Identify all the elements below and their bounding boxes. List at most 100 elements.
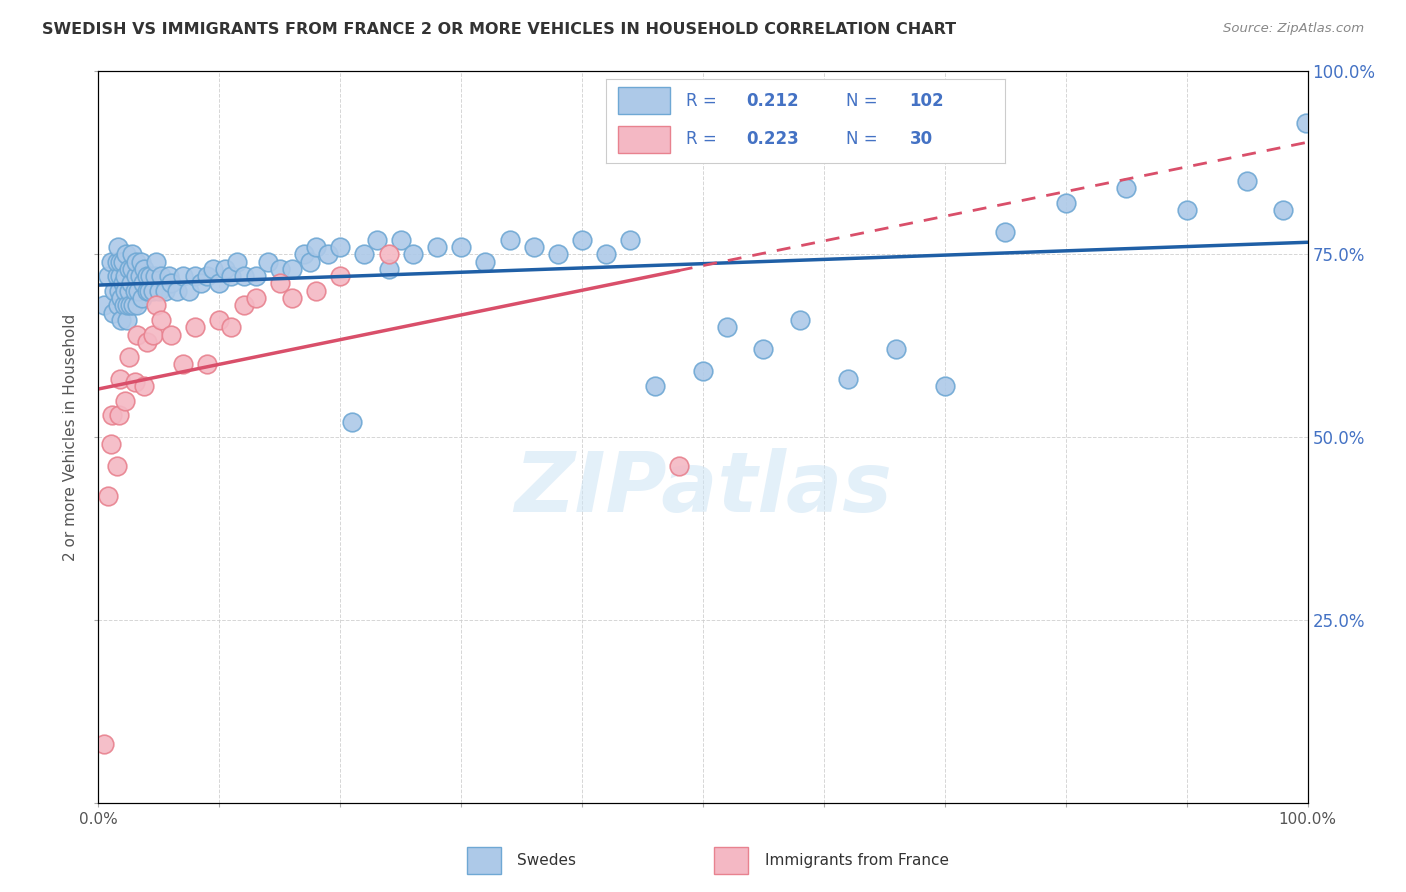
- Point: [135, 284, 157, 298]
- Point: [329, 269, 352, 284]
- Point: [118, 350, 141, 364]
- Point: [157, 269, 180, 284]
- Point: [135, 334, 157, 349]
- Point: [221, 269, 243, 284]
- Point: [103, 284, 125, 298]
- Text: Immigrants from France: Immigrants from France: [765, 854, 949, 868]
- Point: [619, 233, 641, 247]
- Point: [127, 284, 149, 298]
- Point: [232, 298, 254, 312]
- Point: [208, 313, 231, 327]
- Point: [105, 254, 128, 268]
- Text: ZIPatlas: ZIPatlas: [515, 448, 891, 529]
- Point: [108, 408, 131, 422]
- Point: [523, 240, 546, 254]
- Point: [184, 269, 207, 284]
- Point: [353, 247, 375, 261]
- Point: [245, 291, 267, 305]
- Point: [160, 277, 183, 291]
- Point: [1115, 181, 1137, 195]
- Point: [93, 737, 115, 751]
- Point: [342, 416, 364, 430]
- Point: [121, 247, 143, 261]
- Point: [127, 327, 149, 342]
- FancyBboxPatch shape: [714, 847, 748, 874]
- Point: [329, 240, 352, 254]
- Point: [292, 247, 315, 261]
- Point: [115, 247, 138, 261]
- Point: [377, 261, 399, 276]
- Point: [202, 261, 225, 276]
- Point: [232, 269, 254, 284]
- Point: [402, 247, 425, 261]
- Point: [994, 225, 1017, 239]
- Point: [121, 261, 143, 276]
- Text: Source: ZipAtlas.com: Source: ZipAtlas.com: [1223, 22, 1364, 36]
- Point: [269, 277, 291, 291]
- Point: [190, 277, 212, 291]
- Point: [100, 437, 122, 451]
- Point: [139, 269, 162, 284]
- Point: [934, 379, 956, 393]
- Point: [195, 357, 218, 371]
- Point: [118, 298, 141, 312]
- Point: [426, 240, 449, 254]
- Point: [150, 269, 173, 284]
- Point: [1272, 203, 1295, 218]
- Point: [1054, 196, 1077, 211]
- Point: [93, 298, 115, 312]
- Point: [122, 298, 145, 312]
- Point: [125, 269, 148, 284]
- Point: [1236, 174, 1258, 188]
- Point: [166, 284, 188, 298]
- Point: [366, 233, 388, 247]
- Point: [120, 277, 142, 291]
- Point: [110, 291, 132, 305]
- Point: [226, 254, 249, 268]
- Point: [134, 261, 156, 276]
- Point: [389, 233, 412, 247]
- Point: [208, 277, 231, 291]
- Point: [172, 269, 194, 284]
- Point: [1295, 115, 1317, 129]
- Point: [114, 393, 136, 408]
- Point: [100, 254, 122, 268]
- Point: [886, 343, 908, 357]
- Point: [105, 459, 128, 474]
- Point: [305, 240, 328, 254]
- Point: [716, 320, 738, 334]
- Point: [221, 320, 243, 334]
- Point: [547, 247, 569, 261]
- Point: [269, 261, 291, 276]
- Point: [214, 261, 236, 276]
- Point: [450, 240, 472, 254]
- FancyBboxPatch shape: [467, 847, 501, 874]
- Point: [498, 233, 520, 247]
- Point: [195, 269, 218, 284]
- Point: [127, 298, 149, 312]
- Point: [245, 269, 267, 284]
- Point: [97, 269, 120, 284]
- Point: [107, 240, 129, 254]
- Point: [108, 269, 131, 284]
- Point: [125, 254, 148, 268]
- Point: [117, 298, 139, 312]
- Point: [668, 459, 690, 474]
- Point: [100, 408, 122, 422]
- Point: [124, 376, 146, 390]
- Point: [179, 284, 201, 298]
- Point: [111, 277, 134, 291]
- Point: [142, 284, 165, 298]
- Point: [118, 261, 141, 276]
- Point: [110, 313, 132, 327]
- Point: [281, 291, 304, 305]
- Point: [752, 343, 775, 357]
- Point: [474, 254, 496, 268]
- Point: [142, 327, 165, 342]
- Point: [595, 247, 617, 261]
- Point: [107, 298, 129, 312]
- Point: [148, 284, 170, 298]
- Point: [160, 327, 183, 342]
- Y-axis label: 2 or more Vehicles in Household: 2 or more Vehicles in Household: [63, 313, 79, 561]
- Point: [105, 269, 128, 284]
